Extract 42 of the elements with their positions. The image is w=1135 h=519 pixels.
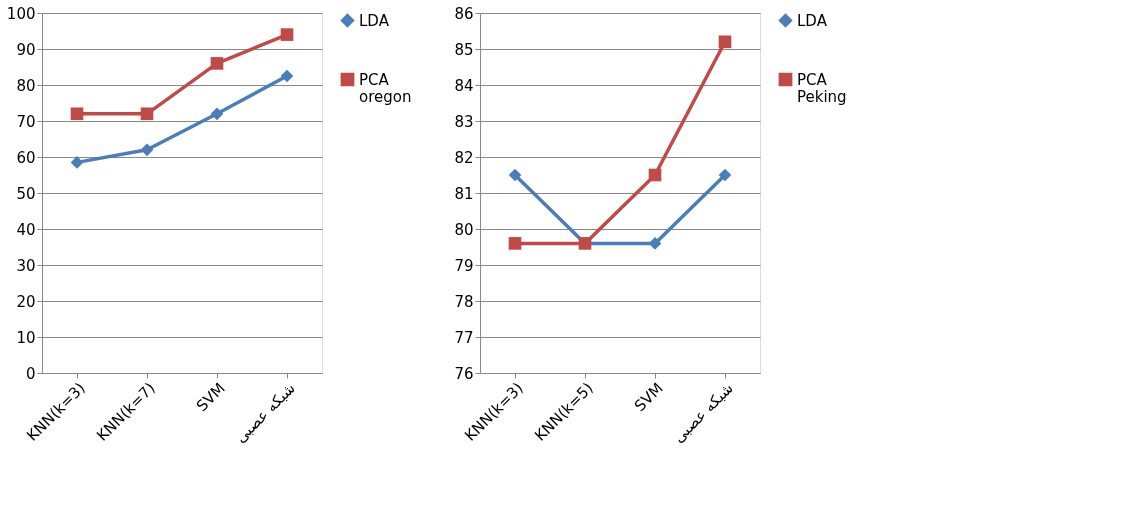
y-tick-label: 85 xyxy=(454,40,474,59)
point xyxy=(718,35,732,49)
legend-label: PCA oregon xyxy=(359,70,412,106)
y-tick-label: 79 xyxy=(454,256,474,275)
x-tick-label: شبکه عصبی xyxy=(669,379,737,447)
y-tick-label: 90 xyxy=(16,40,36,59)
point xyxy=(718,168,732,182)
y-tick-label: 100 xyxy=(6,4,36,23)
y-tick-label: 81 xyxy=(454,184,474,203)
point xyxy=(280,28,294,41)
y-tick-label: 84 xyxy=(454,76,474,95)
legend-label: LDA xyxy=(797,11,828,30)
y-tick-label: 40 xyxy=(16,220,36,239)
point xyxy=(508,168,522,182)
point xyxy=(70,107,84,121)
y-tick-label: 83 xyxy=(454,112,474,131)
y-tick-label: 82 xyxy=(454,148,474,167)
y-tick-label: 76 xyxy=(454,364,474,383)
y-tick-label: 70 xyxy=(16,112,36,131)
legend-label: PCA Peking xyxy=(797,70,847,106)
y-tick-label: 10 xyxy=(16,328,36,347)
y-tick-label: 50 xyxy=(16,184,36,203)
y-tick-label: 80 xyxy=(16,76,36,95)
y-tick-label: 80 xyxy=(454,220,474,239)
legend-label: LDA xyxy=(359,11,390,30)
point xyxy=(140,107,154,121)
y-tick-label: 0 xyxy=(25,364,36,383)
point xyxy=(280,69,294,83)
y-tick-label: 30 xyxy=(16,256,36,275)
point xyxy=(648,168,662,182)
y-tick-label: 20 xyxy=(16,292,36,311)
y-tick-label: 86 xyxy=(454,4,474,23)
point xyxy=(70,156,84,169)
y-tick-label: 60 xyxy=(16,148,36,167)
point xyxy=(508,237,522,250)
y-tick-label: 77 xyxy=(454,328,474,347)
point xyxy=(648,237,662,250)
x-tick-label: شبکه عصبی xyxy=(231,379,299,447)
point xyxy=(210,57,224,70)
point xyxy=(210,107,224,121)
point xyxy=(140,143,154,157)
y-tick-label: 78 xyxy=(454,292,474,311)
